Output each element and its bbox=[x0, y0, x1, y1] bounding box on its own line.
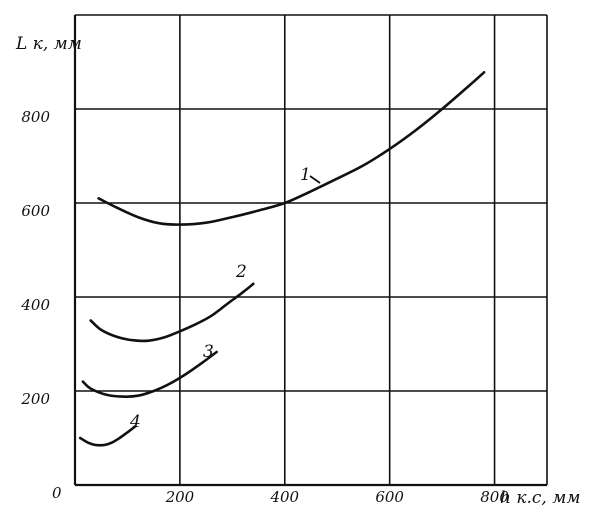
series-1-line bbox=[97, 71, 486, 226]
axes bbox=[73, 15, 547, 487]
x-axis-label: h к.с, мм bbox=[500, 488, 580, 508]
curve-labels: 1 2 3 4 bbox=[129, 165, 321, 432]
y-tick-label-800: 800 bbox=[21, 108, 50, 126]
series-1-leader bbox=[309, 175, 321, 184]
series-3-line bbox=[81, 350, 218, 398]
x-tick-label-200: 200 bbox=[165, 488, 195, 506]
y-axis-label: L к, мм bbox=[15, 34, 82, 54]
origin-label: 0 bbox=[52, 484, 62, 502]
x-tick-label-600: 600 bbox=[375, 488, 404, 506]
y-tick-label-200: 200 bbox=[20, 390, 50, 408]
grid-lines bbox=[75, 14, 548, 485]
x-tick-label-400: 400 bbox=[269, 488, 299, 506]
y-tick-label-400: 400 bbox=[20, 296, 50, 314]
x-tick-label-800: 800 bbox=[480, 488, 509, 506]
tick-labels: 200 400 600 800 200 400 600 800 bbox=[20, 108, 509, 506]
series-4-line bbox=[78, 425, 137, 447]
series-3-label: 3 bbox=[203, 342, 214, 362]
series-2-line bbox=[89, 282, 255, 343]
series-4-label: 4 bbox=[129, 412, 141, 432]
series-1-label: 1 bbox=[300, 165, 311, 185]
series-2-label: 2 bbox=[235, 262, 247, 282]
series-curves bbox=[78, 71, 486, 447]
y-tick-label-600: 600 bbox=[21, 202, 50, 220]
